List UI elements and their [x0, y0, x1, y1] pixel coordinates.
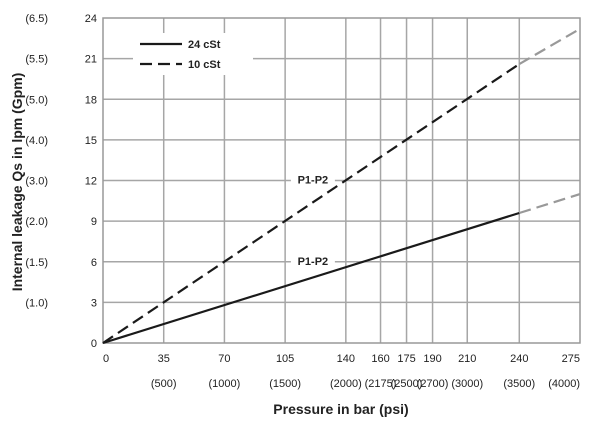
annotation-background — [290, 171, 335, 187]
annotation-label: P1-P2 — [298, 256, 329, 268]
x-tick-label: 210 — [458, 353, 476, 365]
y-tick-label: 0 — [91, 338, 97, 350]
x-axis-ticks: 0 35 (500) 70 (1000) 105 (1500) 140 (2000) 160 (21… — [103, 353, 580, 390]
x-tick-label: 105 — [276, 353, 294, 365]
series-24-cst-extension — [518, 192, 581, 215]
y-tick-label: 24 — [85, 13, 97, 25]
y-axis-ticks: 0 3 (1.0) 6 (1.5) 9 (2.0) 12 (3.0) 15 (4.0) 18 (5.0)… — [25, 13, 97, 350]
y-tick-label: 3 — [91, 297, 97, 309]
legend: 24 cSt 10 cSt — [133, 33, 253, 75]
x-tick-label: 240 — [510, 353, 528, 365]
series-24-cst-line — [102, 211, 520, 345]
y-tick-label: 18 — [85, 94, 97, 106]
y-tick-label: 15 — [85, 135, 97, 147]
y-tick-label: 12 — [85, 176, 97, 188]
y-tick-sublabel: (3.0) — [25, 176, 48, 188]
x-axis-title: Pressure in bar (psi) — [273, 401, 408, 417]
x-tick-label: 140 — [337, 353, 355, 365]
y-tick-sublabel: (6.5) — [25, 13, 48, 25]
y-tick-sublabel: (2.0) — [25, 216, 48, 228]
annotation-label: P1-P2 — [298, 175, 329, 187]
y-tick-sublabel: (1.5) — [25, 257, 48, 269]
legend-label-10cst: 10 cSt — [188, 59, 221, 71]
x-tick-label: 275 — [562, 353, 580, 365]
x-tick-label: 160 — [371, 353, 389, 365]
x-tick-label: 190 — [423, 353, 441, 365]
y-tick-sublabel: (5.0) — [25, 94, 48, 106]
x-tick-sublabel: (500) — [151, 378, 177, 390]
x-tick-sublabel: (3000) — [451, 378, 483, 390]
x-tick-label: 0 — [103, 353, 109, 365]
x-tick-label: 35 — [158, 353, 170, 365]
y-tick-sublabel: (4.0) — [25, 135, 48, 147]
chart-grid — [103, 18, 580, 343]
x-tick-sublabel: (3500) — [503, 378, 535, 390]
y-tick-label: 9 — [91, 216, 97, 228]
legend-label-24cst: 24 cSt — [188, 39, 221, 51]
series-layer — [102, 27, 581, 345]
y-tick-label: 6 — [91, 257, 97, 269]
x-tick-sublabel: (2000) — [330, 378, 362, 390]
plot-frame — [102, 17, 581, 344]
y-axis-title: Internal leakage Qs in lpm (Gpm) — [9, 73, 25, 292]
x-tick-label: 70 — [218, 353, 230, 365]
series-10-cst-extension — [518, 27, 581, 65]
annotations-layer: P1-P2 P1-P2 — [290, 171, 335, 268]
annotation-background — [290, 252, 335, 268]
x-tick-label: 175 — [397, 353, 415, 365]
x-tick-sublabel: (2175) — [365, 378, 397, 390]
y-tick-label: 21 — [85, 54, 97, 66]
x-tick-sublabel: (4000) — [548, 378, 580, 390]
y-tick-sublabel: (1.0) — [25, 297, 48, 309]
x-tick-sublabel: (1500) — [269, 378, 301, 390]
x-tick-sublabel: (1000) — [209, 378, 241, 390]
series-10-cst-line — [102, 63, 520, 344]
legend-background — [133, 33, 253, 75]
y-tick-sublabel: (5.5) — [25, 54, 48, 66]
x-tick-sublabel: (2500) — [391, 378, 423, 390]
x-tick-sublabel: (2700) — [417, 378, 449, 390]
